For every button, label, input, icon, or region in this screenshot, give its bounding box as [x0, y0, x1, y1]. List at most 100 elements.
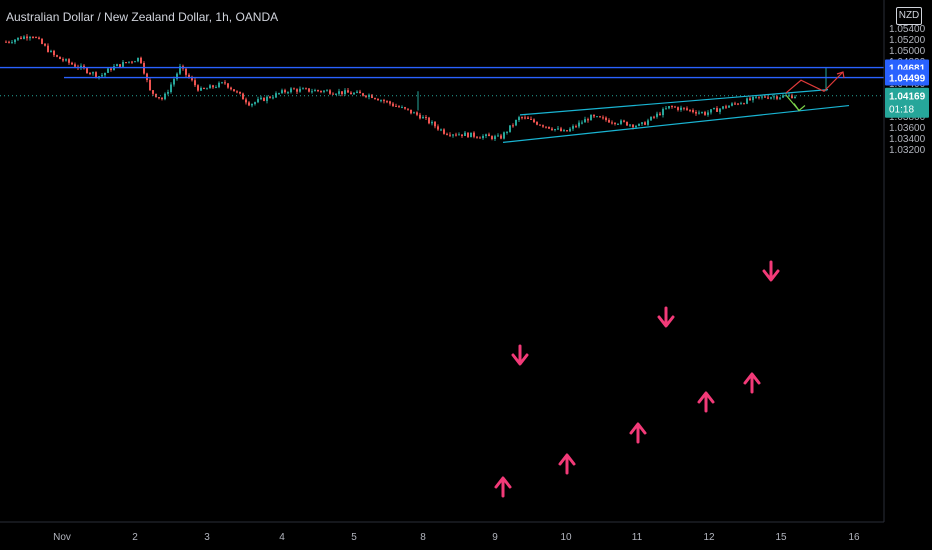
candle-body	[131, 61, 133, 63]
candle-body	[179, 66, 181, 74]
candle-body	[551, 128, 553, 131]
price-axis-tick-label: 1.03400	[889, 134, 926, 145]
time-axis-tick-label: 12	[703, 532, 715, 543]
candle-body	[86, 68, 88, 74]
candle-body	[251, 103, 253, 106]
candle-body	[197, 85, 199, 91]
candle-body	[11, 42, 13, 44]
candle-body	[356, 91, 358, 93]
candle-body	[347, 90, 349, 93]
candle-body	[761, 96, 763, 98]
candle-body	[737, 103, 739, 105]
candle-body	[518, 117, 520, 120]
candle-body	[317, 90, 319, 92]
price-axis-tick-label: 1.05200	[889, 35, 926, 46]
currency-selector-button[interactable]: NZD	[896, 7, 922, 25]
candle-body	[71, 62, 73, 65]
candle-body	[407, 108, 409, 110]
candle-body	[302, 88, 304, 90]
candle-body	[596, 116, 598, 118]
candle-body	[689, 109, 691, 111]
candle-body	[65, 59, 67, 61]
candle-body	[542, 125, 544, 127]
candle-body	[101, 75, 103, 77]
candle-body	[293, 88, 295, 90]
candle-body	[632, 124, 634, 128]
candle-body	[296, 89, 298, 92]
candle-body	[125, 62, 127, 64]
candle-body	[230, 87, 232, 90]
candle-body	[188, 74, 190, 78]
down-arrow-marker	[657, 306, 675, 328]
candle-body	[389, 101, 391, 104]
candle-body	[464, 132, 466, 137]
time-axis-tick-label: 3	[204, 532, 210, 543]
candle-body	[203, 87, 205, 89]
candle-body	[572, 126, 574, 129]
candle-body	[680, 107, 682, 110]
candle-body	[53, 50, 55, 56]
candle-body	[428, 117, 430, 124]
candle-body	[245, 99, 247, 103]
level-price-tag	[885, 69, 929, 86]
candle-body	[263, 97, 265, 101]
candle-body	[323, 90, 325, 92]
candle-body	[722, 106, 724, 109]
candle-body	[272, 97, 274, 99]
candle-body	[311, 91, 313, 93]
candle-body	[485, 134, 487, 136]
arrow-head	[762, 269, 780, 282]
candle-body	[488, 134, 490, 137]
candle-body	[635, 125, 637, 128]
candle-body	[299, 88, 301, 92]
candle-body	[374, 97, 376, 99]
candle-body	[116, 64, 118, 67]
candle-body	[437, 126, 439, 130]
candle-body	[641, 122, 643, 124]
candle-body	[611, 122, 613, 124]
candle-body	[50, 50, 52, 52]
candle-body	[446, 133, 448, 135]
up-arrow-marker	[697, 391, 715, 413]
candle-body	[584, 119, 586, 123]
candle-body	[218, 82, 220, 88]
candle-body	[365, 95, 367, 97]
candle-body	[587, 119, 589, 121]
candle-body	[371, 94, 373, 98]
candle-body	[593, 114, 595, 117]
candle-body	[548, 126, 550, 129]
candle-body	[509, 125, 511, 132]
candle-body	[653, 116, 655, 118]
candle-body	[176, 73, 178, 80]
candle-body	[545, 126, 547, 128]
candle-body	[362, 93, 364, 96]
candle-body	[224, 82, 226, 84]
candle-body	[527, 117, 529, 119]
candle-body	[770, 97, 772, 99]
candle-body	[455, 134, 457, 136]
candle-body	[719, 108, 721, 112]
candle-body	[266, 96, 268, 101]
candle-body	[35, 37, 37, 39]
candle-body	[209, 85, 211, 89]
candle-body	[377, 98, 379, 101]
candle-body	[92, 72, 94, 74]
candle-body	[503, 132, 505, 139]
candle-body	[656, 113, 658, 117]
candle-body	[332, 93, 334, 95]
candle-body	[143, 62, 145, 74]
candle-body	[515, 119, 517, 126]
candle-body	[392, 103, 394, 106]
candle-body	[728, 105, 730, 108]
candle-body	[497, 135, 499, 137]
candle-body	[731, 103, 733, 106]
candle-body	[440, 129, 442, 131]
time-axis-tick-label: 10	[560, 532, 572, 543]
candle-body	[287, 92, 289, 94]
candle-body	[14, 39, 16, 43]
bullish-projection-path	[785, 71, 844, 94]
candle-body	[173, 79, 175, 85]
price-axis-tick-label: 1.05400	[889, 24, 926, 35]
